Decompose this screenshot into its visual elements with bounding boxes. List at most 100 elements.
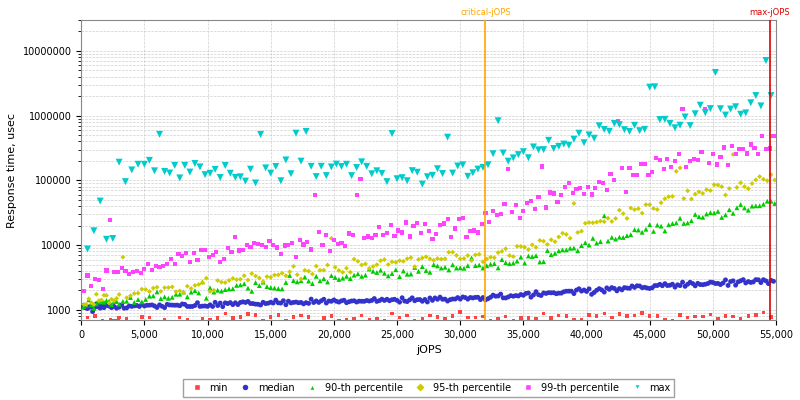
Point — [538, 258, 550, 265]
Point — [636, 310, 649, 316]
Point — [567, 136, 580, 142]
Point — [438, 264, 451, 270]
Point — [146, 267, 158, 273]
Point — [628, 206, 641, 213]
Point — [719, 212, 732, 218]
Point — [540, 290, 553, 297]
Point — [390, 176, 403, 182]
Point — [750, 177, 762, 183]
Point — [486, 150, 499, 157]
Point — [408, 264, 421, 270]
Point — [632, 206, 645, 212]
Point — [263, 238, 276, 244]
Point — [734, 315, 747, 322]
Point — [442, 267, 455, 273]
Point — [348, 256, 361, 262]
Point — [298, 267, 311, 274]
Point — [628, 122, 641, 128]
Point — [340, 316, 353, 322]
Point — [495, 248, 508, 254]
Point — [191, 300, 204, 306]
Point — [396, 294, 409, 301]
Point — [100, 297, 113, 304]
Point — [146, 302, 158, 308]
Point — [189, 282, 202, 289]
Point — [658, 116, 671, 122]
Point — [480, 262, 493, 269]
Point — [488, 260, 501, 267]
Point — [113, 301, 126, 307]
Point — [202, 254, 215, 260]
Point — [276, 286, 289, 292]
Point — [225, 249, 238, 255]
Point — [310, 173, 322, 180]
Point — [737, 146, 750, 152]
Point — [711, 182, 724, 188]
Point — [80, 301, 93, 308]
Point — [530, 288, 542, 295]
Point — [302, 268, 315, 274]
Point — [154, 295, 167, 302]
Point — [86, 308, 99, 315]
Point — [714, 154, 727, 160]
Point — [484, 318, 497, 324]
Point — [350, 299, 363, 305]
Point — [484, 294, 497, 300]
Point — [438, 316, 451, 322]
X-axis label: jOPS: jOPS — [416, 345, 442, 355]
Point — [321, 262, 334, 268]
Point — [723, 206, 736, 213]
Point — [105, 304, 118, 311]
Point — [85, 300, 98, 306]
Point — [610, 236, 622, 242]
Point — [695, 149, 708, 155]
Point — [465, 258, 478, 264]
Point — [259, 300, 272, 307]
Point — [302, 300, 315, 306]
Point — [355, 273, 368, 280]
Point — [680, 164, 693, 170]
Point — [226, 275, 239, 282]
Point — [734, 278, 747, 284]
Point — [318, 296, 330, 302]
Point — [350, 191, 363, 198]
Point — [471, 229, 484, 236]
Point — [700, 211, 713, 217]
Point — [120, 298, 133, 304]
Point — [333, 276, 346, 283]
Point — [124, 294, 137, 301]
Point — [578, 140, 590, 146]
Point — [606, 314, 618, 321]
Point — [411, 220, 424, 226]
Point — [318, 315, 330, 321]
Point — [113, 314, 126, 321]
Point — [730, 204, 743, 211]
Point — [586, 235, 599, 242]
Point — [310, 273, 322, 280]
Point — [699, 281, 712, 288]
Point — [669, 158, 682, 164]
Point — [696, 314, 709, 320]
Point — [397, 258, 410, 264]
Point — [274, 251, 287, 257]
Point — [714, 281, 727, 288]
Point — [87, 301, 100, 308]
Point — [113, 159, 126, 166]
Point — [444, 296, 457, 303]
Point — [483, 218, 496, 225]
Point — [641, 285, 654, 291]
Point — [158, 294, 171, 300]
Point — [495, 256, 508, 263]
Point — [126, 303, 138, 310]
Point — [277, 298, 290, 304]
Point — [358, 235, 370, 241]
Point — [89, 276, 102, 282]
Point — [532, 147, 545, 153]
Point — [502, 294, 514, 300]
Point — [312, 299, 325, 306]
Point — [100, 318, 113, 324]
Point — [464, 294, 477, 301]
Point — [414, 296, 426, 303]
Point — [477, 164, 490, 170]
Point — [185, 285, 198, 292]
